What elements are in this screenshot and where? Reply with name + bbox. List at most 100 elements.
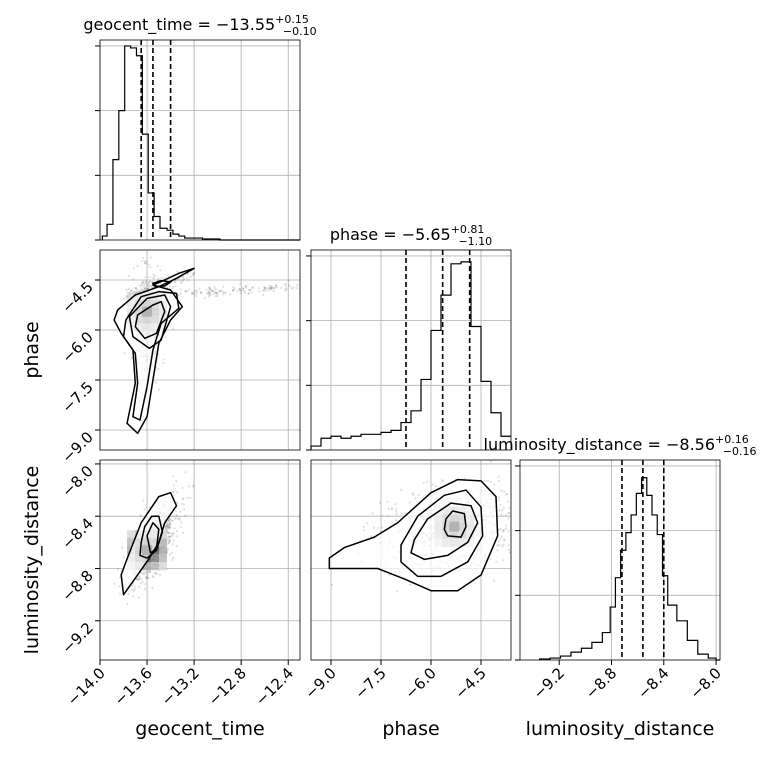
scatter-point (173, 517, 177, 520)
scatter-point (517, 540, 519, 542)
scatter-point (280, 286, 283, 290)
contour-line (139, 515, 164, 559)
scatter-point (440, 479, 443, 482)
scatter-point (504, 527, 507, 530)
scatter-point (241, 287, 245, 290)
y-tick-label: −9.0 (58, 428, 96, 466)
scatter-point (176, 515, 179, 518)
scatter-point (137, 576, 141, 579)
scatter-point (126, 603, 129, 606)
scatter-point (146, 576, 149, 580)
scatter-point (408, 501, 411, 504)
scatter-point (191, 292, 195, 295)
scatter-point (257, 287, 260, 290)
scatter-point (507, 548, 511, 551)
scatter-point (142, 256, 145, 260)
scatter-point (262, 289, 266, 292)
scatter-point (207, 290, 211, 293)
scatter-point (285, 285, 288, 288)
scatter-point (244, 285, 247, 288)
scatter-point (500, 508, 504, 512)
scatter-point (156, 573, 159, 576)
scatter-point (532, 518, 534, 520)
scatter-point (262, 288, 265, 291)
scatter-point (394, 519, 398, 522)
scatter-point (153, 572, 156, 575)
x-tick-label: −8.4 (634, 664, 672, 702)
scatter-point (258, 290, 261, 293)
scatter-frame (310, 459, 512, 661)
scatter-point (215, 294, 219, 298)
scatter-point (266, 287, 269, 290)
hist-title-phase: phase = −5.65+0.81 −1.10 (330, 223, 492, 248)
scatter-point (170, 519, 174, 522)
scatter-point (167, 535, 171, 538)
scatter-point (211, 290, 214, 293)
scatter-point (395, 507, 398, 510)
scatter-point (222, 293, 225, 296)
scatter-point (263, 287, 267, 290)
scatter-point (225, 291, 228, 294)
scatter-point (381, 514, 384, 517)
contour-line (134, 300, 166, 340)
scatter-point (192, 271, 195, 274)
scatter-point (140, 288, 143, 291)
scatter-point (520, 490, 522, 492)
scatter-point (149, 265, 152, 269)
scatter-point (168, 526, 171, 529)
scatter-point (251, 286, 255, 289)
x-tick-label: −7.5 (351, 664, 389, 702)
scatter-point (501, 545, 504, 548)
scatter-point (263, 285, 266, 288)
scatter-point (497, 540, 501, 543)
scatter-point (521, 518, 523, 520)
hist-frame (99, 39, 301, 241)
scatter-point (251, 286, 254, 289)
scatter-point (554, 513, 556, 515)
scatter-point (149, 256, 152, 259)
scatter-point (524, 537, 526, 539)
scatter-point (168, 540, 171, 543)
scatter-point (174, 285, 177, 288)
scatter-point (390, 507, 393, 511)
scatter-point (185, 289, 189, 293)
scatter-point (168, 525, 171, 529)
scatter-point (151, 280, 154, 283)
scatter-point (181, 497, 184, 501)
scatter-point (515, 511, 517, 513)
scatter-point (175, 517, 178, 520)
scatter-point (172, 484, 176, 487)
scatter-point (182, 508, 185, 511)
scatter-point (129, 289, 133, 292)
scatter-point (188, 485, 191, 488)
scatter-point (199, 292, 203, 295)
scatter-point (274, 284, 277, 287)
scatter-point (166, 548, 170, 551)
scatter-point (214, 291, 217, 294)
scatter-point (147, 577, 150, 580)
scatter-point (167, 531, 170, 535)
scatter-point (210, 289, 213, 292)
scatter-point (123, 352, 126, 355)
scatter-point (144, 571, 147, 574)
scatter-point (175, 529, 178, 533)
scatter-point (223, 291, 226, 294)
scatter-point (505, 524, 508, 527)
scatter-point (182, 277, 186, 280)
scatter-point (394, 503, 397, 506)
scatter-point (242, 289, 245, 292)
scatter-point (184, 514, 187, 517)
scatter-point (168, 538, 171, 542)
scatter-point (177, 518, 180, 521)
scatter-point (250, 291, 253, 294)
scatter-point (500, 489, 503, 492)
scatter-point (372, 526, 376, 529)
scatter-point (274, 286, 277, 289)
scatter-point (168, 521, 172, 524)
scatter-point (130, 289, 133, 292)
scatter-point (144, 280, 147, 283)
scatter-point (207, 295, 211, 298)
scatter-point (330, 583, 334, 586)
scatter-point (148, 570, 152, 573)
scatter-point (271, 286, 274, 289)
